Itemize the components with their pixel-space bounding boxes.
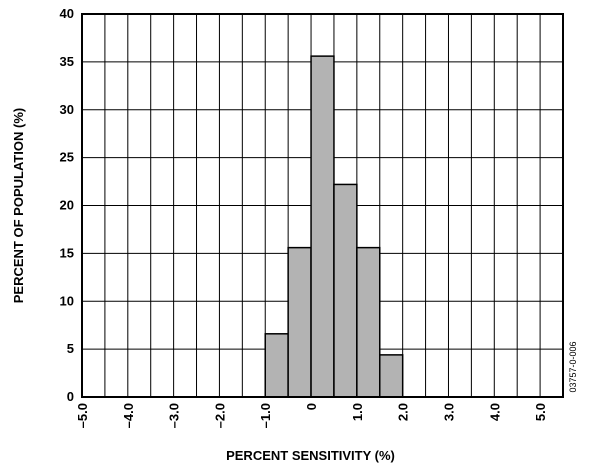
x-tick-label: –1.0 [258, 403, 273, 428]
y-tick-label: 35 [60, 54, 74, 69]
x-tick-labels: –5.0 –4.0 –3.0 –2.0 –1.0 0 1.0 2.0 3.0 4.0 5.0 [75, 403, 548, 428]
y-tick-label: 20 [60, 198, 74, 213]
x-tick-label: –2.0 [212, 403, 227, 428]
y-tick-label: 30 [60, 102, 74, 117]
histogram-bar [379, 354, 404, 398]
plot-frame [81, 13, 564, 398]
x-tick-label: 4.0 [487, 403, 502, 421]
y-tick-label: 15 [60, 245, 74, 260]
y-tick-label: 5 [67, 341, 74, 356]
x-tick-label: 1.0 [350, 403, 365, 421]
y-tick-labels: 0 5 10 15 20 25 30 35 40 [60, 6, 74, 404]
x-tick-label: 3.0 [441, 403, 456, 421]
histogram-bar [287, 246, 312, 398]
y-tick-label: 25 [60, 150, 74, 165]
bars [264, 55, 404, 398]
y-tick-label: 10 [60, 293, 74, 308]
x-tick-label: 5.0 [533, 403, 548, 421]
histogram-bar [310, 55, 335, 398]
histogram-bar [356, 246, 381, 398]
x-tick-label: –4.0 [121, 403, 136, 428]
figure-code-label: 03757-0-006 [568, 341, 578, 392]
x-tick-label: –3.0 [167, 403, 182, 428]
histogram-bar [264, 333, 289, 398]
y-axis-label: PERCENT OF POPULATION (%) [11, 108, 26, 303]
x-axis-label: PERCENT SENSITIVITY (%) [226, 448, 395, 463]
x-tick-label: 0 [304, 403, 319, 410]
x-tick-label: –5.0 [75, 403, 90, 428]
y-tick-label: 0 [67, 389, 74, 404]
histogram-bar [333, 183, 358, 398]
y-tick-label: 40 [60, 6, 74, 21]
x-tick-label: 2.0 [396, 403, 411, 421]
